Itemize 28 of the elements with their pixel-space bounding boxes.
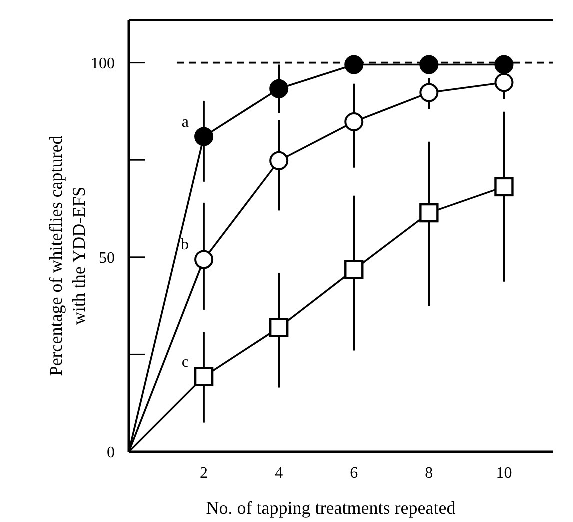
point	[420, 55, 439, 74]
x-tick-label: 4	[275, 465, 284, 482]
x-tick-label: 2	[200, 465, 208, 482]
point	[194, 127, 214, 146]
x-axis-title: No. of tapping treatments repeated	[206, 498, 456, 518]
legend-label: c	[182, 354, 190, 371]
x-tick-label: 10	[496, 465, 512, 482]
point	[494, 73, 514, 92]
point	[494, 177, 514, 197]
y-tick-label: 50	[99, 250, 115, 268]
series-label: b	[181, 236, 190, 254]
point	[344, 55, 364, 74]
point	[194, 367, 214, 386]
y-tick-label: 100	[91, 55, 115, 72]
point	[194, 250, 214, 270]
x-tick-label: 8	[425, 465, 434, 482]
point	[344, 260, 364, 280]
point	[420, 83, 439, 102]
point	[270, 151, 289, 170]
y-axis-title: Percentage of whiteflies captured with the YDD-EFS	[46, 136, 89, 376]
series-label: a	[182, 114, 190, 131]
point	[269, 318, 289, 338]
x-tick-label: 6	[350, 465, 358, 482]
point	[270, 79, 289, 98]
point	[344, 112, 364, 132]
point	[494, 55, 514, 74]
y-tick-label: 0	[107, 444, 115, 462]
point	[420, 203, 439, 223]
